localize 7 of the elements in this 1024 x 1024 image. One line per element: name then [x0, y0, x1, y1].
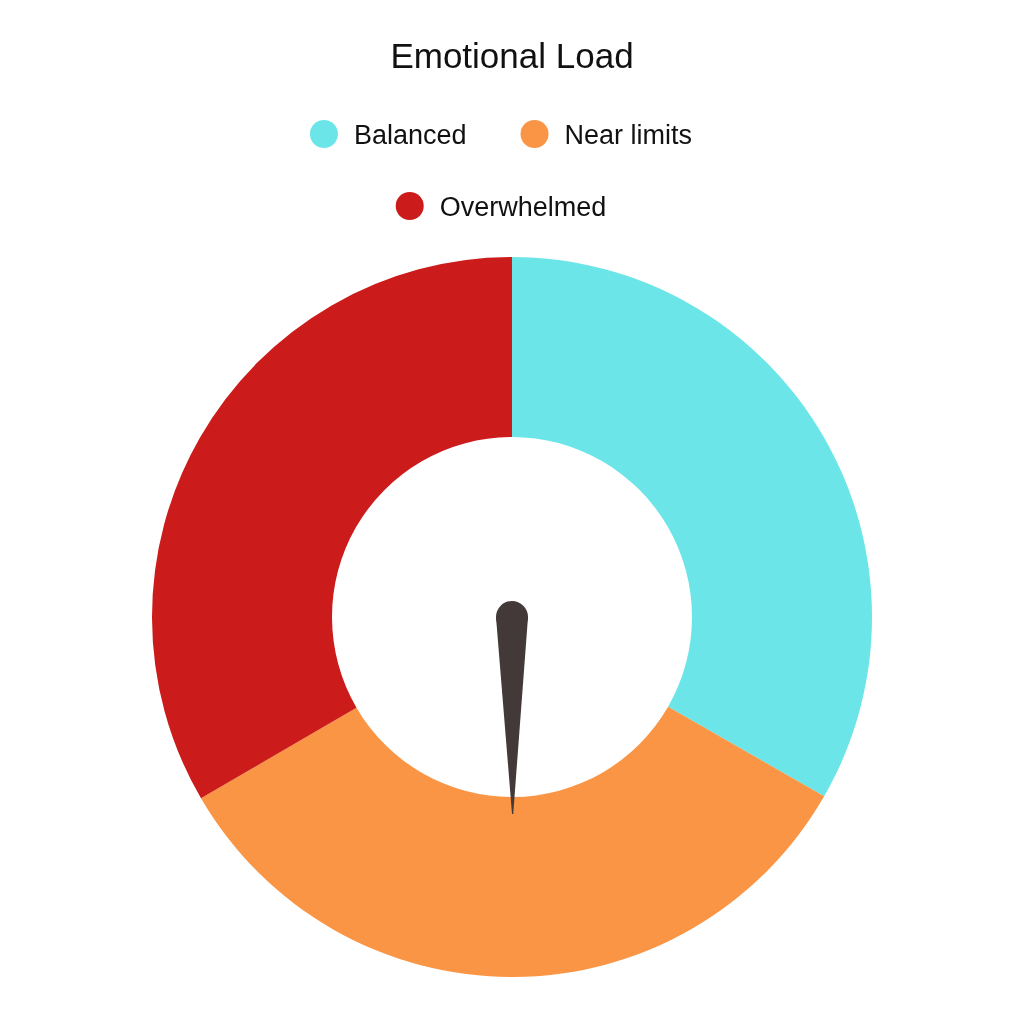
donut-slice — [152, 257, 512, 799]
donut-slice — [200, 706, 825, 977]
donut-slice — [512, 257, 872, 797]
legend-label: Near limits — [564, 119, 693, 150]
legend-label: Balanced — [353, 119, 467, 150]
legend-label: Overwhelmed — [439, 191, 607, 222]
chart-title: Emotional Load — [390, 36, 634, 75]
